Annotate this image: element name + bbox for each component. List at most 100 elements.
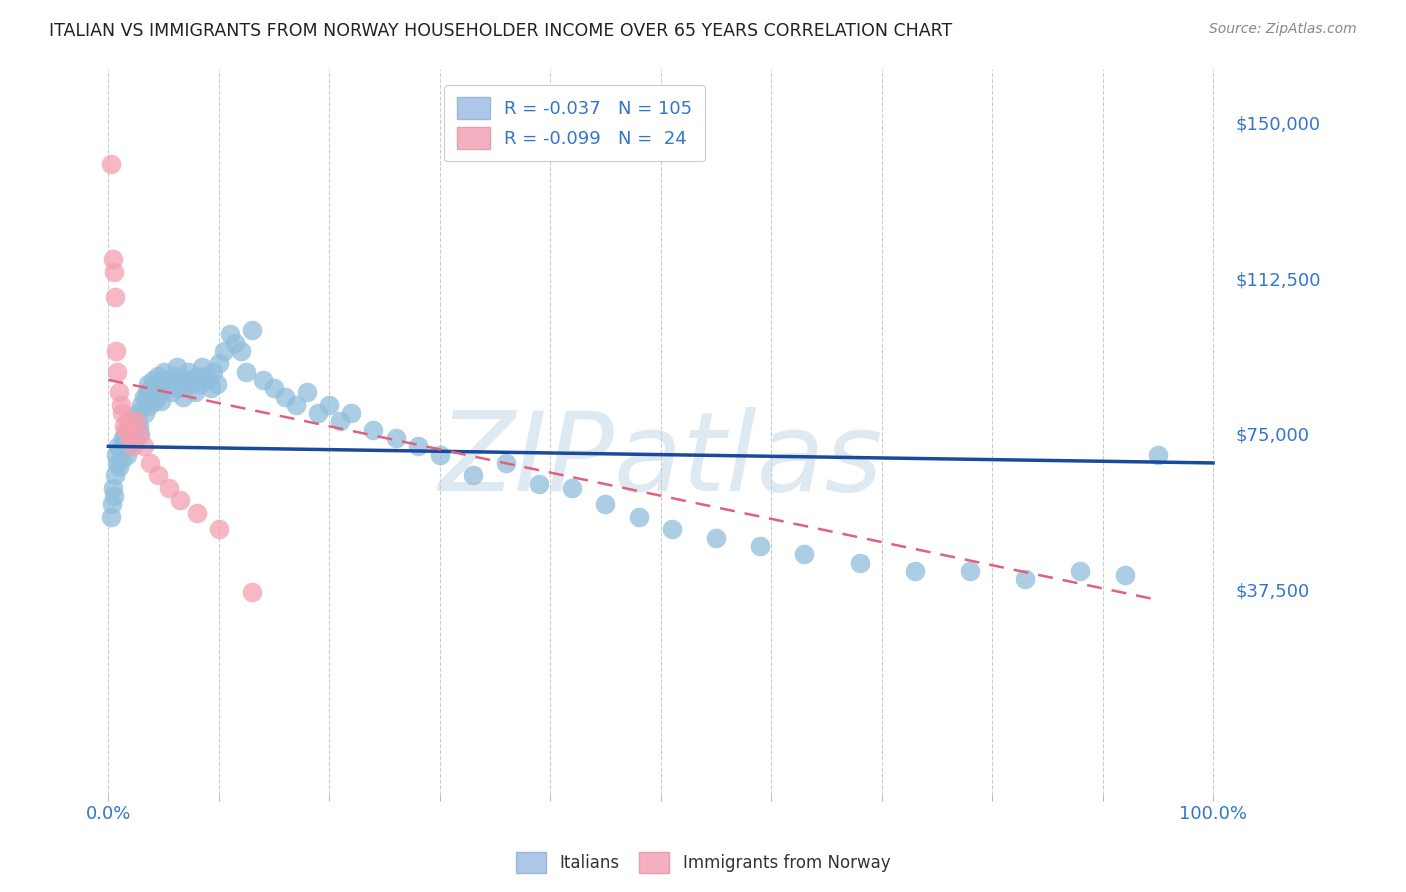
Point (136, 385, 159, 400)
Point (194, 368, 217, 383)
Point (214, 343, 236, 358)
Point (148, 381, 170, 395)
Point (205, 377, 228, 392)
Point (661, 522, 683, 536)
Point (155, 373, 177, 387)
Point (110, 443, 132, 458)
Point (112, 418, 135, 433)
Point (127, 406, 149, 420)
Point (111, 431, 134, 445)
Point (704, 531, 727, 545)
Point (191, 360, 214, 375)
Point (163, 368, 186, 383)
Point (115, 448, 138, 462)
Point (527, 476, 550, 491)
Point (152, 365, 174, 379)
Point (105, 456, 128, 470)
Point (120, 431, 142, 445)
Point (128, 426, 150, 441)
Point (235, 365, 257, 379)
Point (208, 522, 231, 536)
Point (200, 381, 222, 395)
Point (141, 381, 163, 395)
Point (167, 373, 190, 387)
Legend: R = -0.037   N = 105, R = -0.099   N =  24: R = -0.037 N = 105, R = -0.099 N = 24 (444, 85, 704, 161)
Point (318, 398, 340, 412)
Point (172, 390, 194, 404)
Point (103, 265, 125, 279)
Point (142, 385, 165, 400)
Point (295, 385, 318, 400)
Point (177, 365, 200, 379)
Point (406, 439, 429, 453)
Text: ZIPatlas: ZIPatlas (439, 408, 883, 515)
Point (174, 373, 197, 387)
Point (1014, 572, 1036, 586)
Point (132, 439, 155, 453)
Point (1069, 564, 1091, 578)
Point (114, 426, 136, 441)
Point (105, 343, 128, 358)
Point (136, 377, 159, 392)
Point (188, 377, 211, 392)
Point (162, 385, 184, 400)
Point (120, 414, 142, 428)
Point (166, 360, 188, 375)
Point (104, 290, 127, 304)
Point (183, 385, 205, 400)
Point (132, 390, 155, 404)
Point (384, 431, 406, 445)
Point (340, 406, 363, 420)
Point (146, 368, 169, 383)
Point (100, 157, 122, 171)
Point (118, 431, 141, 445)
Point (121, 426, 143, 441)
Point (128, 418, 150, 433)
Point (125, 414, 148, 428)
Point (229, 343, 252, 358)
Point (561, 481, 583, 495)
Point (134, 406, 156, 420)
Point (202, 365, 225, 379)
Point (793, 547, 815, 561)
Point (159, 377, 181, 392)
Point (363, 423, 385, 437)
Point (904, 564, 927, 578)
Point (135, 393, 157, 408)
Point (218, 327, 240, 342)
Point (749, 539, 772, 553)
Point (263, 381, 285, 395)
Point (1146, 448, 1168, 462)
Point (224, 335, 246, 350)
Point (252, 373, 274, 387)
Point (197, 373, 219, 387)
Point (115, 439, 138, 453)
Point (157, 481, 180, 495)
Point (104, 468, 127, 483)
Point (1114, 568, 1136, 582)
Point (103, 489, 125, 503)
Point (627, 509, 650, 524)
Point (150, 393, 173, 408)
Point (129, 426, 152, 441)
Point (146, 468, 169, 483)
Point (101, 252, 124, 267)
Point (112, 435, 135, 450)
Point (429, 448, 451, 462)
Point (145, 377, 167, 392)
Point (139, 398, 162, 412)
Point (307, 406, 329, 420)
Point (959, 564, 981, 578)
Point (125, 414, 148, 428)
Point (461, 468, 484, 483)
Point (105, 365, 128, 379)
Point (108, 385, 131, 400)
Point (208, 356, 231, 370)
Point (156, 381, 179, 395)
Text: ITALIAN VS IMMIGRANTS FROM NORWAY HOUSEHOLDER INCOME OVER 65 YEARS CORRELATION C: ITALIAN VS IMMIGRANTS FROM NORWAY HOUSEH… (49, 22, 952, 40)
Point (110, 406, 132, 420)
Point (108, 460, 131, 475)
Point (149, 373, 172, 387)
Point (139, 456, 162, 470)
Point (186, 506, 208, 520)
